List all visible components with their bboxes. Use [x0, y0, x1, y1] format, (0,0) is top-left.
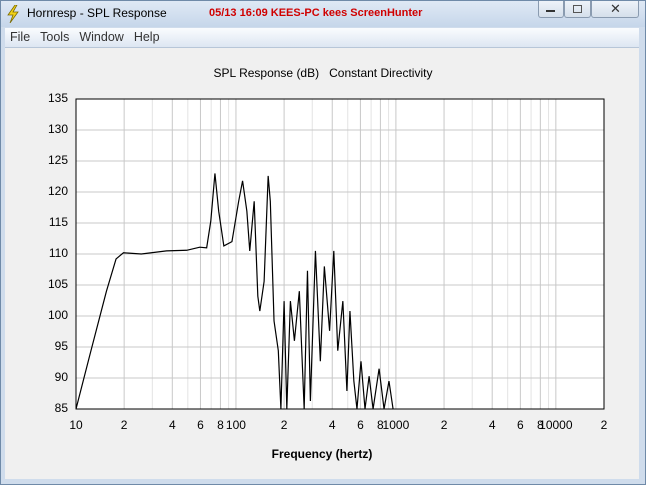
x-tick-label: 4 — [329, 418, 336, 432]
x-tick-label: 2 — [281, 418, 288, 432]
y-tick-label: 95 — [55, 339, 69, 353]
x-tick-label: 2 — [121, 418, 128, 432]
x-tick-label: 100 — [226, 418, 246, 432]
chart-panel: SPL Response (dB) Constant Directivity F… — [5, 48, 639, 479]
y-tick-label: 85 — [55, 401, 69, 415]
title-bar: Hornresp - SPL Response 05/13 16:09 KEES… — [1, 1, 645, 27]
y-tick-label: 90 — [55, 370, 69, 384]
x-tick-label: 10000 — [539, 418, 573, 432]
close-button[interactable]: ✕ — [591, 1, 639, 18]
y-tick-label: 130 — [48, 122, 68, 136]
minimize-button[interactable] — [538, 1, 564, 18]
menu-item[interactable]: Help — [133, 30, 160, 44]
x-tick-label: 2 — [601, 418, 608, 432]
y-tick-label: 105 — [48, 277, 68, 291]
x-tick-label: 8 — [377, 418, 384, 432]
y-tick-label: 100 — [48, 308, 68, 322]
chart-title: SPL Response (dB) Constant Directivity — [214, 66, 433, 80]
chart: SPL Response (dB) Constant Directivity F… — [48, 66, 608, 461]
window-title: Hornresp - SPL Response — [27, 6, 167, 20]
y-tick-label: 125 — [48, 153, 68, 167]
overlay-text: 05/13 16:09 KEES-PC kees ScreenHunter — [209, 7, 423, 19]
x-tick-label: 6 — [357, 418, 364, 432]
y-tick-label: 135 — [48, 91, 68, 105]
x-tick-label: 8 — [537, 418, 544, 432]
x-tick-label: 10 — [69, 418, 83, 432]
x-axis-label: Frequency (hertz) — [272, 447, 373, 461]
plot-border — [75, 98, 605, 410]
x-tick-label: 1000 — [383, 418, 410, 432]
x-tick-label: 8 — [217, 418, 224, 432]
menu-item[interactable]: File — [10, 30, 31, 44]
y-tick-label: 115 — [49, 215, 68, 229]
x-tick-label: 6 — [517, 418, 524, 432]
x-tick-label: 4 — [169, 418, 176, 432]
y-tick-label: 110 — [49, 246, 68, 260]
menu-item[interactable]: Window — [79, 30, 124, 44]
x-tick-label: 4 — [489, 418, 496, 432]
menu-bar: File Tools Window Help — [5, 28, 639, 48]
x-tick-label: 6 — [197, 418, 204, 432]
maximize-button[interactable] — [564, 1, 591, 18]
response-curve — [76, 173, 394, 409]
x-tick-label: 2 — [441, 418, 448, 432]
y-tick-label: 120 — [48, 184, 68, 198]
app-icon — [7, 5, 19, 23]
menu-item[interactable]: Tools — [40, 30, 70, 44]
